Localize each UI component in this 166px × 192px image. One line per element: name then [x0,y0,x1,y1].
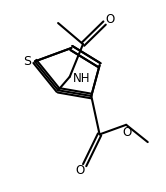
Text: O: O [75,164,84,177]
Text: O: O [122,126,132,139]
Text: S: S [23,55,31,68]
Text: NH: NH [73,72,90,85]
Text: O: O [105,13,114,26]
